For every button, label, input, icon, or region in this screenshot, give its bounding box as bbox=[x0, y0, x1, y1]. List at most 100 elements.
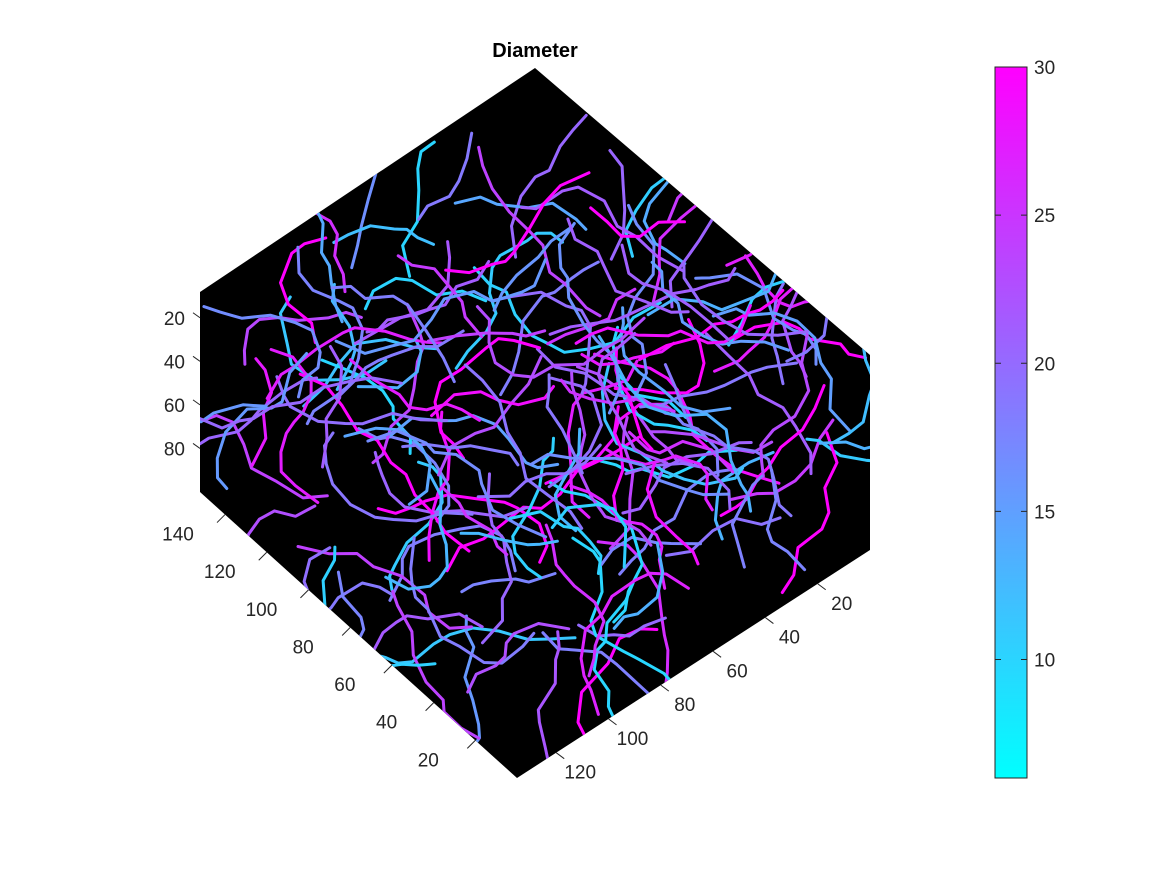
vessel-segment bbox=[499, 260, 600, 397]
z-tick-label: 60 bbox=[164, 396, 185, 417]
vessel-segment bbox=[612, 541, 665, 630]
vessel-segment bbox=[388, 524, 517, 602]
vessel-segment bbox=[596, 332, 669, 465]
vessel-segment bbox=[566, 217, 690, 314]
vessel-segment bbox=[619, 306, 732, 414]
vessel-segment bbox=[315, 212, 347, 294]
x-tick-label: 80 bbox=[674, 695, 695, 716]
colorbar-tick-label: 15 bbox=[1034, 502, 1055, 523]
z-tick-mark bbox=[192, 312, 201, 319]
vessel-segment bbox=[371, 302, 426, 465]
x-tick-label: 60 bbox=[727, 661, 748, 682]
vessel-segment bbox=[279, 236, 328, 345]
vessel-segment bbox=[369, 626, 577, 665]
vessel-segment bbox=[384, 473, 449, 591]
vessel-segment bbox=[550, 503, 628, 569]
vessel-segment bbox=[759, 331, 811, 478]
vessel-segment bbox=[571, 536, 684, 696]
x-tick-mark bbox=[608, 718, 617, 726]
vessel-segment bbox=[544, 523, 606, 678]
y-tick-mark bbox=[383, 664, 393, 674]
vessel-segment bbox=[638, 288, 785, 362]
vessel-segment bbox=[454, 231, 564, 370]
vessel-segment bbox=[508, 510, 603, 575]
z-tick-mark bbox=[192, 443, 201, 449]
vessel-segment bbox=[250, 357, 273, 468]
vessel-segment bbox=[481, 472, 513, 645]
y-tick-mark bbox=[258, 551, 268, 561]
vessel-segment bbox=[370, 612, 484, 657]
y-tick-label: 100 bbox=[246, 600, 278, 621]
vessel-segment bbox=[460, 572, 557, 594]
z-tick-label: 40 bbox=[164, 352, 185, 373]
vessel-segment bbox=[373, 450, 528, 519]
y-tick-mark bbox=[466, 740, 476, 749]
vessel-segment bbox=[215, 352, 309, 490]
colorbar-tick-label: 25 bbox=[1034, 206, 1055, 227]
vessel-segment bbox=[548, 266, 737, 336]
vessel-segment bbox=[321, 345, 344, 469]
vessel-segment bbox=[330, 284, 456, 384]
vessel-segment bbox=[765, 468, 807, 572]
vessel-segment bbox=[265, 326, 443, 400]
vessel-segment bbox=[477, 145, 602, 318]
vessel-segment bbox=[589, 206, 686, 238]
vessel-segment bbox=[529, 452, 731, 497]
vessel-segment bbox=[334, 257, 547, 355]
vessel-segment bbox=[730, 474, 764, 569]
x-tick-mark bbox=[817, 583, 827, 591]
vessel-segment bbox=[426, 329, 547, 343]
vessel-segment bbox=[440, 485, 509, 556]
x-tick-label: 120 bbox=[564, 763, 596, 784]
vessel-segment bbox=[831, 332, 870, 445]
vessel-segment bbox=[664, 516, 782, 557]
vessel-segment bbox=[725, 79, 810, 267]
x-tick-mark bbox=[712, 650, 722, 658]
vessel-segment bbox=[570, 371, 653, 547]
vessel-segment bbox=[433, 337, 542, 460]
y-tick-label: 20 bbox=[418, 750, 439, 771]
y-tick-mark bbox=[300, 589, 309, 599]
vessel-segment bbox=[463, 363, 584, 530]
chart-title: Diameter bbox=[492, 40, 578, 62]
x-tick-label: 100 bbox=[617, 729, 649, 750]
vessel-segment bbox=[597, 335, 753, 513]
x-tick-label: 40 bbox=[779, 628, 800, 649]
vessel-segment bbox=[409, 536, 536, 665]
vessel-segment bbox=[682, 262, 809, 337]
vessel-segment bbox=[654, 361, 799, 409]
vessel-segment bbox=[492, 290, 592, 397]
vessel-segment bbox=[620, 243, 730, 342]
z-tick-mark bbox=[192, 355, 201, 362]
vessel-segment bbox=[401, 140, 436, 278]
vessel-segment bbox=[466, 622, 571, 694]
vessel-segment bbox=[510, 113, 588, 259]
vessel-segment bbox=[645, 462, 700, 566]
vessel-segment bbox=[818, 345, 870, 451]
vessel-segment bbox=[476, 443, 602, 499]
z-axis: 20 40 60 80 bbox=[164, 309, 201, 460]
vessel-segment bbox=[579, 571, 690, 716]
vessel-segment bbox=[444, 171, 591, 275]
vessel-segment bbox=[200, 414, 329, 500]
vessel-segment bbox=[365, 260, 491, 334]
y-tick-label: 60 bbox=[334, 675, 355, 696]
z-tick-label: 80 bbox=[164, 439, 185, 460]
vessel-segment bbox=[574, 304, 752, 345]
z-tick-label: 20 bbox=[164, 309, 185, 330]
vessel-segment bbox=[343, 426, 432, 506]
vessel-segment bbox=[580, 341, 676, 367]
vessel-segment bbox=[396, 254, 484, 339]
vessel-segment bbox=[805, 437, 870, 520]
vessel-segment bbox=[349, 358, 481, 422]
vessel-segment bbox=[536, 630, 561, 778]
vessel-segment bbox=[472, 266, 662, 354]
vessel-segment bbox=[704, 332, 813, 476]
vessel-segment bbox=[459, 531, 559, 547]
vessel-segment bbox=[719, 384, 826, 517]
colorbar-ticks: 10 15 20 25 30 bbox=[995, 58, 1055, 672]
vessel-segment bbox=[363, 276, 488, 311]
vessel-network bbox=[200, 79, 870, 778]
vessel-segment bbox=[202, 305, 322, 399]
